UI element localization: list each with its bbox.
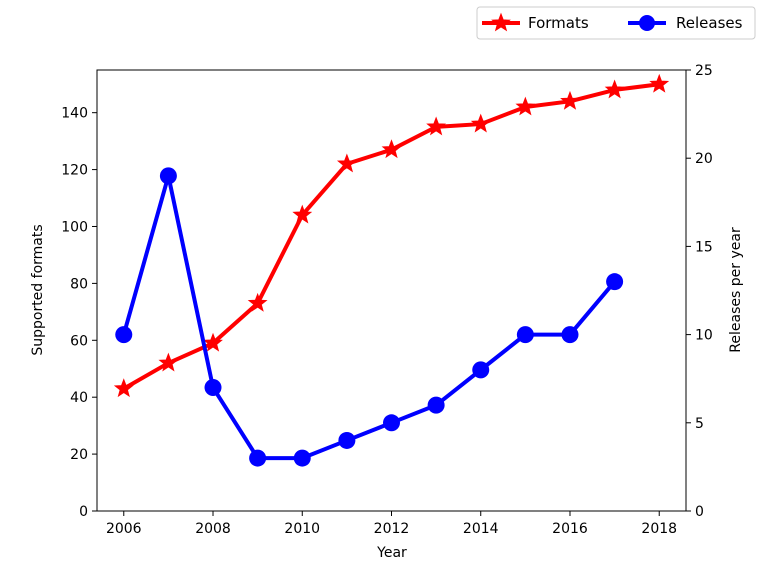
data-point-releases: [516, 326, 534, 344]
data-point-formats: [292, 204, 313, 224]
data-point-formats: [247, 292, 268, 312]
data-point-formats: [515, 96, 536, 116]
data-point-formats: [336, 153, 357, 173]
data-point-formats: [381, 139, 402, 159]
data-point-releases: [383, 414, 400, 432]
data-point-formats: [113, 378, 134, 398]
y-right-tick-label: 20: [695, 151, 713, 167]
legend-box: [476, 6, 756, 40]
series-line-releases: [121, 173, 617, 461]
y-left-tick-label: 100: [61, 219, 88, 235]
y-left-tick-label: 40: [70, 390, 88, 406]
data-point-formats: [470, 113, 491, 133]
legend-entry-formats: Formats: [482, 12, 589, 32]
data-point-releases: [427, 396, 445, 414]
legend-formats-label: Formats: [528, 14, 589, 32]
y-left-tick-label: 80: [70, 276, 88, 292]
y-left-tick-label: 20: [70, 447, 88, 463]
series-layer: [113, 73, 670, 467]
legend: Formats Releases: [476, 6, 756, 40]
y-left-tick-label: 140: [61, 106, 88, 122]
data-point-formats: [203, 332, 223, 352]
data-point-releases: [561, 326, 579, 344]
legend-releases-marker: [639, 15, 655, 31]
data-point-releases: [293, 449, 311, 467]
y-right-tick-label: 5: [695, 416, 704, 432]
x-tick-label: 2012: [374, 521, 410, 537]
data-point-releases: [606, 273, 624, 291]
data-point-releases: [338, 431, 356, 449]
x-tick-label: 2008: [195, 521, 231, 537]
y-right-tick-label: 15: [695, 239, 713, 255]
data-point-releases: [115, 326, 133, 344]
y-axis-label-right: Releases per year: [728, 227, 744, 353]
x-tick-label: 2018: [641, 521, 677, 537]
data-point-formats: [649, 73, 670, 93]
data-point-releases: [204, 379, 222, 397]
y-left-tick-label: 120: [61, 163, 88, 179]
data-point-releases: [472, 361, 490, 379]
plot-frame: [96, 69, 687, 512]
x-tick-label: 2016: [552, 521, 588, 537]
data-point-formats: [426, 116, 447, 136]
x-tick-label: 2006: [106, 521, 142, 537]
legend-entry-releases: Releases: [628, 14, 743, 32]
data-point-formats: [158, 352, 179, 372]
labels-layer: Year Supported formats Releases per year: [30, 224, 744, 561]
y-left-tick-label: 0: [79, 504, 88, 520]
x-tick-label: 2014: [463, 521, 499, 537]
legend-releases-label: Releases: [676, 14, 743, 32]
x-axis-label: Year: [376, 545, 407, 561]
axes-layer: 2006 2008 2010 2012 2014 2016 2018020406080100…: [61, 63, 713, 537]
y-right-tick-label: 0: [695, 504, 704, 520]
x-tick-label: 2010: [284, 521, 320, 537]
y-right-tick-label: 25: [695, 63, 713, 79]
y-right-tick-label: 10: [695, 328, 713, 344]
frame-layer: [96, 69, 687, 512]
data-point-releases: [249, 449, 267, 467]
data-point-releases: [159, 167, 177, 185]
data-point-formats: [560, 90, 580, 110]
y-left-tick-label: 60: [70, 333, 88, 349]
legend-formats-marker: [491, 12, 511, 32]
y-axis-label-left: Supported formats: [30, 224, 46, 355]
data-point-formats: [604, 79, 625, 99]
